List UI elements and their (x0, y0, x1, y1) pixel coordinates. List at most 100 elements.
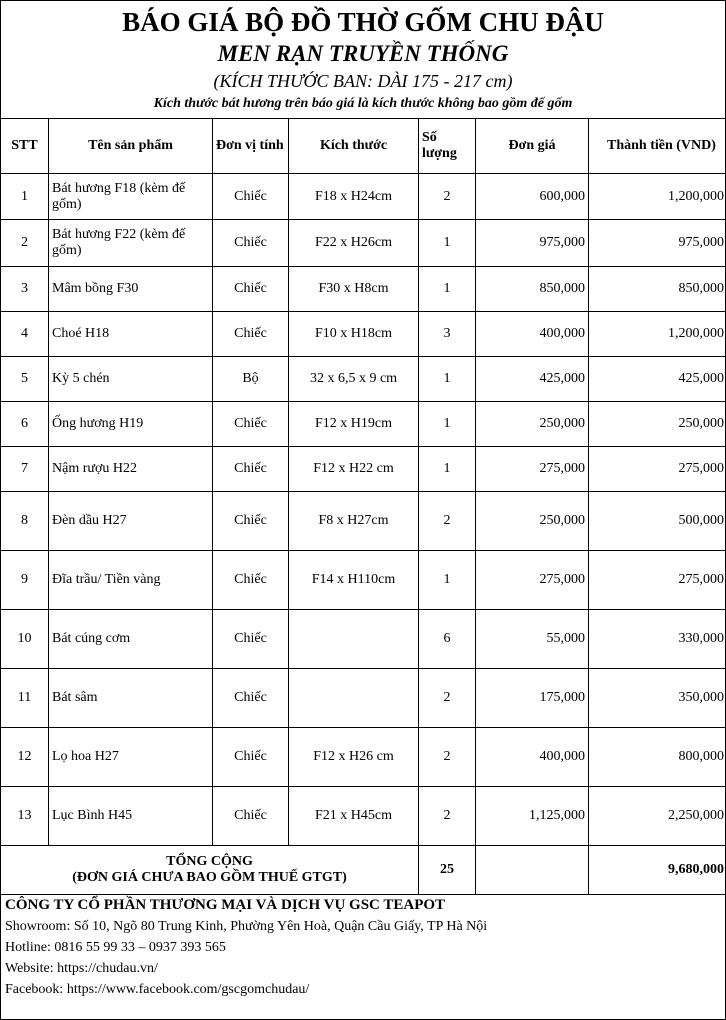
cell-amount: 350,000 (588, 668, 725, 728)
cell-stt: 12 (1, 727, 49, 787)
cell-product-name: Đĩa trầu/ Tiền vàng (48, 550, 213, 610)
cell-amount: 500,000 (588, 491, 725, 551)
title: BÁO GIÁ BỘ ĐỒ THỜ GỐM CHU ĐẬU (122, 7, 604, 37)
cell-stt: 5 (1, 356, 49, 402)
cell-size: F10 x H18cm (288, 311, 419, 357)
header-unit: Đơn vị tính (212, 118, 289, 174)
cell-amount: 275,000 (588, 550, 725, 610)
total-label-1: TỔNG CỘNG (166, 854, 253, 869)
cell-stt: 11 (1, 668, 49, 728)
cell-quantity: 2 (418, 491, 476, 551)
cell-product-name: Ống hương H19 (48, 401, 213, 447)
cell-quantity: 2 (418, 173, 476, 220)
total-label-2: (ĐƠN GIÁ CHƯA BAO GỒM THUẾ GTGT) (72, 870, 347, 885)
cell-size: F22 x H26cm (288, 219, 419, 267)
cell-unit-price: 55,000 (475, 609, 589, 669)
cell-product-name: Bát hương F18 (kèm đế gốm) (48, 173, 213, 220)
cell-unit: Bộ (212, 356, 289, 402)
cell-stt: 1 (1, 173, 49, 220)
showroom: Showroom: Số 10, Ngõ 80 Trung Kinh, Phườ… (5, 919, 488, 934)
cell-size: F21 x H45cm (288, 786, 419, 846)
cell-stt: 9 (1, 550, 49, 610)
cell-product-name: Kỳ 5 chén (48, 356, 213, 402)
header-stt: STT (1, 118, 49, 174)
cell-amount: 800,000 (588, 727, 725, 787)
cell-size: F30 x H8cm (288, 266, 419, 312)
cell-product-name: Đèn dầu H27 (48, 491, 213, 551)
cell-product-name: Choé H18 (48, 311, 213, 357)
cell-amount: 250,000 (588, 401, 725, 447)
cell-size: F12 x H22 cm (288, 446, 419, 492)
cell-product-name: Lục Bình H45 (48, 786, 213, 846)
cell-unit: Chiếc (212, 219, 289, 267)
cell-amount: 1,200,000 (588, 173, 725, 220)
cell-quantity: 1 (418, 219, 476, 267)
cell-amount: 1,200,000 (588, 311, 725, 357)
cell-stt: 2 (1, 219, 49, 267)
cell-unit: Chiếc (212, 609, 289, 669)
subtitle: MEN RẠN TRUYỀN THỐNG (217, 41, 509, 66)
cell-quantity: 1 (418, 550, 476, 610)
cell-stt: 4 (1, 311, 49, 357)
header-price: Đơn giá (475, 118, 589, 174)
cell-unit-price: 400,000 (475, 727, 589, 787)
table-row: 11 Bát sâm Chiếc 2 175,000 350,000 (1, 668, 725, 728)
cell-unit: Chiếc (212, 786, 289, 846)
table-row: 2 Bát hương F22 (kèm đế gốm) Chiếc F22 x H2… (1, 219, 725, 267)
cell-amount: 425,000 (588, 356, 725, 402)
cell-unit: Chiếc (212, 550, 289, 610)
header-size: Kích thước (288, 118, 419, 174)
company-name: CÔNG TY CỔ PHẦN THƯƠNG MẠI VÀ DỊCH VỤ GS… (5, 897, 446, 913)
cell-unit: Chiếc (212, 727, 289, 787)
total-qty: 25 (418, 845, 476, 895)
cell-stt: 10 (1, 609, 49, 669)
cell-stt: 7 (1, 446, 49, 492)
cell-stt: 13 (1, 786, 49, 846)
cell-product-name: Mâm bồng F30 (48, 266, 213, 312)
facebook[interactable]: Facebook: https://www.facebook.com/gscgo… (5, 982, 310, 997)
cell-quantity: 1 (418, 356, 476, 402)
table-row: 8 Đèn dầu H27 Chiếc F8 x H27cm 2 250,000 500,0… (1, 491, 725, 551)
cell-size: F12 x H26 cm (288, 727, 419, 787)
header-product: Tên sản phẩm (48, 118, 213, 174)
cell-amount: 975,000 (588, 219, 725, 267)
cell-unit-price: 975,000 (475, 219, 589, 267)
cell-amount: 275,000 (588, 446, 725, 492)
cell-size: F14 x H110cm (288, 550, 419, 610)
company-info: CÔNG TY CỔ PHẦN THƯƠNG MẠI VÀ DỊCH VỤ GS… (5, 895, 487, 1000)
cell-stt: 3 (1, 266, 49, 312)
table-row: 9 Đĩa trầu/ Tiền vàng Chiếc F14 x H110cm 1 27… (1, 550, 725, 610)
header-amount: Thành tiền (VND) (588, 118, 725, 174)
cell-product-name: Lọ hoa H27 (48, 727, 213, 787)
total-empty (475, 845, 589, 895)
website[interactable]: Website: https://chudau.vn/ (5, 961, 158, 976)
cell-quantity: 3 (418, 311, 476, 357)
cell-size: F8 x H27cm (288, 491, 419, 551)
cell-amount: 2,250,000 (588, 786, 725, 846)
table-header: STT Tên sản phẩm Đơn vị tính Kích thước … (1, 118, 725, 174)
cell-unit-price: 400,000 (475, 311, 589, 357)
cell-unit: Chiếc (212, 668, 289, 728)
cell-product-name: Bát sâm (48, 668, 213, 728)
cell-unit-price: 600,000 (475, 173, 589, 220)
table-row: 12 Lọ hoa H27 Chiếc F12 x H26 cm 2 400,000 800… (1, 727, 725, 787)
cell-unit: Chiếc (212, 266, 289, 312)
table-row: 4 Choé H18 Chiếc F10 x H18cm 3 400,000 1,200,0… (1, 311, 725, 357)
cell-product-name: Nậm rượu H22 (48, 446, 213, 492)
cell-amount: 330,000 (588, 609, 725, 669)
cell-stt: 6 (1, 401, 49, 447)
cell-unit-price: 425,000 (475, 356, 589, 402)
cell-stt: 8 (1, 491, 49, 551)
table-row: 6 Ống hương H19 Chiếc F12 x H19cm 1 250,000 25… (1, 401, 725, 447)
cell-unit-price: 250,000 (475, 401, 589, 447)
cell-size (288, 609, 419, 669)
cell-size (288, 668, 419, 728)
total-amount: 9,680,000 (588, 845, 725, 895)
table-row: 3 Mâm bồng F30 Chiếc F30 x H8cm 1 850,000 850,… (1, 266, 725, 312)
cell-quantity: 1 (418, 266, 476, 312)
cell-product-name: Bát hương F22 (kèm đế gốm) (48, 219, 213, 267)
table-row: 5 Kỳ 5 chén Bộ 32 x 6,5 x 9 cm 1 425,000 425,0… (1, 356, 725, 402)
table-row: 13 Lục Bình H45 Chiếc F21 x H45cm 2 1,125,000… (1, 786, 725, 846)
note: Kích thước bát hương trên báo giá là kíc… (153, 96, 573, 111)
